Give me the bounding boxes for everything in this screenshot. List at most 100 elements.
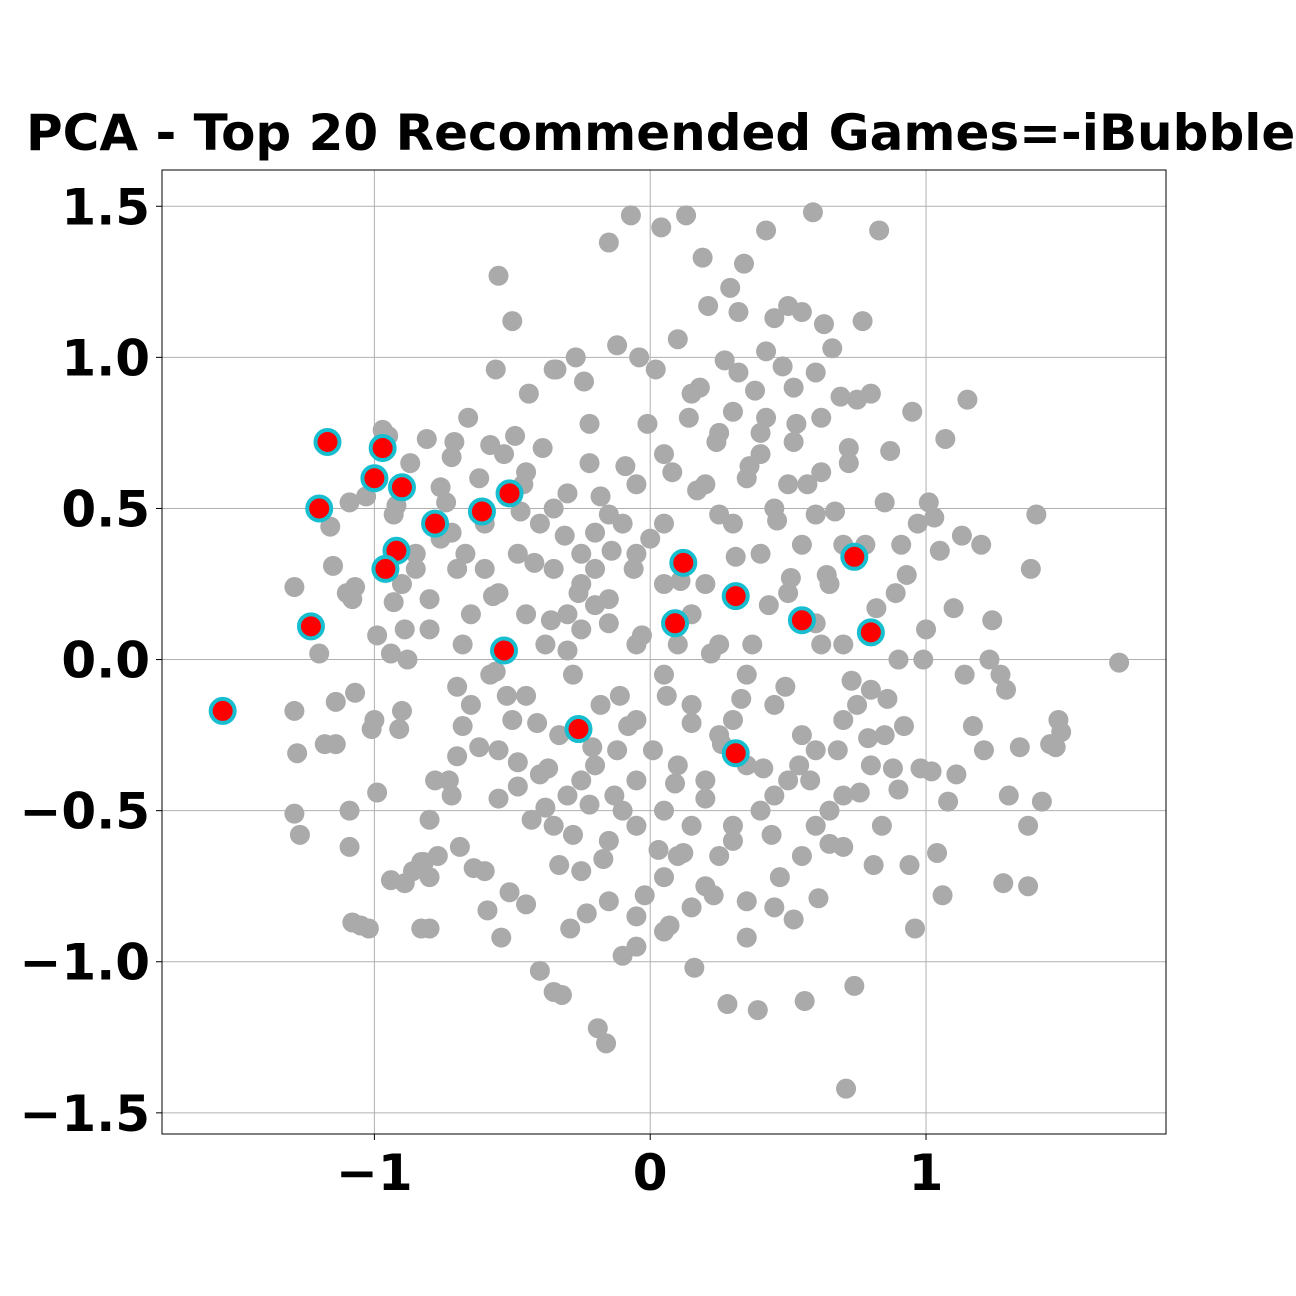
recommended-game-point: [368, 434, 397, 463]
game-point: [847, 694, 868, 715]
game-point: [645, 359, 666, 380]
game-point: [557, 604, 578, 625]
game-point: [825, 501, 846, 522]
game-point: [397, 649, 418, 670]
game-point: [805, 815, 826, 836]
game-point: [339, 492, 360, 513]
game-point: [769, 867, 790, 888]
game-point: [419, 867, 440, 888]
game-point: [891, 534, 912, 555]
game-point: [750, 444, 771, 465]
y-tick-label: −1.5: [20, 1085, 150, 1143]
game-point: [609, 685, 630, 706]
game-point: [626, 906, 647, 927]
game-point: [951, 525, 972, 546]
game-point: [808, 888, 829, 909]
game-point: [510, 501, 531, 522]
game-point: [880, 441, 901, 462]
game-point: [927, 842, 948, 863]
game-point: [805, 504, 826, 525]
game-point: [576, 903, 597, 924]
recommended-game-point: [296, 612, 325, 641]
game-point: [813, 314, 834, 335]
game-point: [833, 634, 854, 655]
game-point: [678, 407, 699, 428]
game-point: [750, 800, 771, 821]
game-point: [681, 383, 702, 404]
game-point: [540, 610, 561, 631]
game-point: [529, 513, 550, 534]
game-point: [838, 438, 859, 459]
game-point: [811, 462, 832, 483]
game-point: [391, 700, 412, 721]
game-point: [579, 413, 600, 434]
game-point: [874, 725, 895, 746]
game-point: [1020, 558, 1041, 579]
game-point: [728, 302, 749, 323]
game-point: [516, 462, 537, 483]
game-point: [764, 694, 785, 715]
game-point: [791, 302, 812, 323]
game-point: [692, 247, 713, 268]
game-point: [844, 975, 865, 996]
game-point: [585, 558, 606, 579]
recommended-game-point: [313, 427, 342, 456]
game-point: [419, 589, 440, 610]
game-point: [745, 380, 766, 401]
game-point: [783, 909, 804, 930]
game-point: [505, 425, 526, 446]
game-point: [587, 1018, 608, 1039]
game-point: [441, 447, 462, 468]
game-point: [654, 867, 674, 888]
data-points: [284, 202, 1130, 1099]
game-point: [383, 592, 404, 613]
game-point: [571, 543, 592, 564]
game-point: [637, 413, 658, 434]
game-point: [607, 335, 628, 356]
game-point: [698, 295, 719, 316]
recommended-game-point: [305, 494, 334, 523]
game-point: [427, 845, 448, 866]
game-point: [871, 815, 892, 836]
game-point: [758, 595, 779, 616]
game-point: [629, 347, 650, 368]
game-point: [579, 794, 600, 815]
game-point: [571, 770, 592, 791]
game-point: [571, 619, 592, 640]
game-point: [907, 513, 928, 534]
game-point: [833, 709, 854, 730]
game-point: [786, 413, 807, 434]
game-point: [918, 492, 939, 513]
game-point: [954, 664, 975, 685]
recommended-game-point: [467, 497, 496, 526]
game-point: [849, 782, 870, 803]
recommended-game-point: [721, 582, 750, 611]
game-point: [419, 809, 440, 830]
game-point: [521, 809, 542, 830]
game-point: [896, 564, 917, 585]
game-point: [838, 453, 859, 474]
game-point: [736, 664, 757, 685]
game-point: [287, 743, 308, 764]
game-point: [367, 625, 388, 646]
game-point: [695, 788, 716, 809]
game-point: [885, 583, 906, 604]
game-point: [325, 691, 346, 712]
game-point: [736, 468, 757, 489]
game-point: [543, 359, 564, 380]
game-point: [640, 528, 661, 549]
game-point: [507, 752, 528, 773]
game-point: [460, 694, 481, 715]
recommended-game-point: [840, 542, 869, 571]
game-point: [924, 507, 945, 528]
game-point: [667, 634, 688, 655]
game-point: [935, 428, 956, 449]
game-point: [722, 830, 743, 851]
game-point: [811, 407, 832, 428]
game-point: [656, 685, 677, 706]
game-point: [345, 577, 366, 598]
game-point: [681, 815, 702, 836]
game-point: [485, 359, 506, 380]
game-point: [527, 713, 548, 734]
game-point: [921, 761, 942, 782]
